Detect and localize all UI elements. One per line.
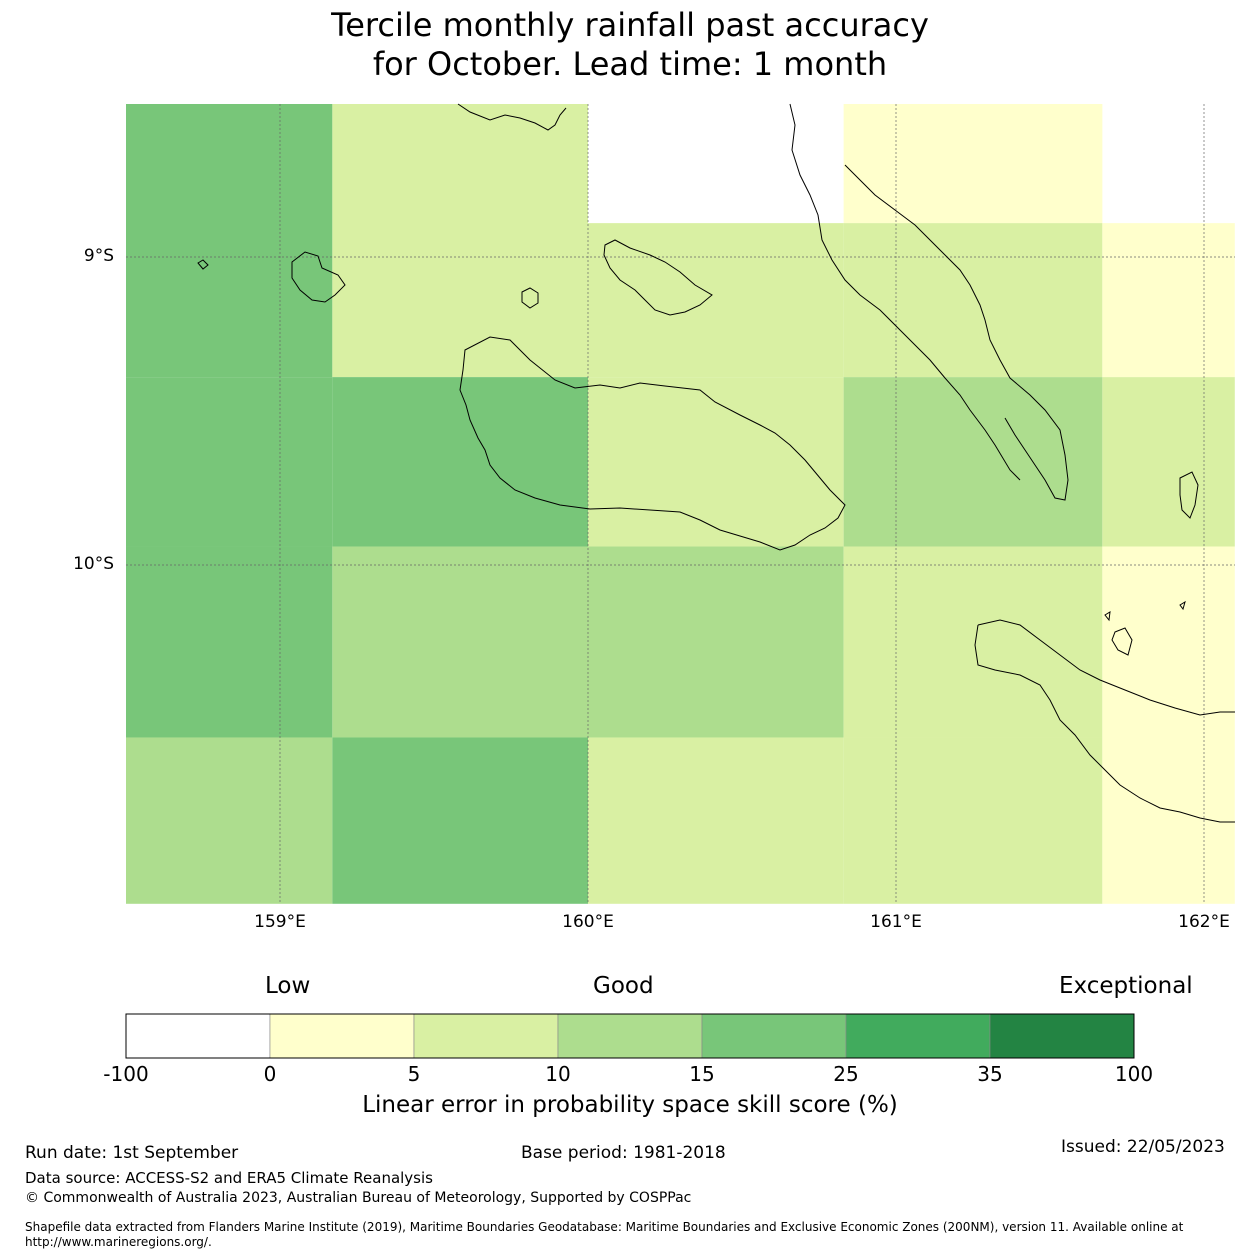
skill-cell-4: [843, 223, 1103, 378]
coastline-ulawa: [1179, 471, 1199, 519]
lon-label-159e: 159°E: [254, 912, 306, 932]
skill-cell-10: [1102, 377, 1235, 547]
coastline-guadalcanal: [459, 336, 846, 551]
skill-grid-cells: [126, 104, 1235, 904]
coastline-santa-ana: [1111, 627, 1133, 656]
shapefile-credit-line-2: http://www.marineregions.org/.: [25, 1235, 212, 1249]
colorbar-tick-5: 25: [833, 1062, 859, 1086]
colorbar-label-exceptional: Exceptional: [1059, 973, 1193, 999]
lon-label-162e: 162°E: [1178, 912, 1230, 932]
data-source: Data source: ACCESS-S2 and ERA5 Climate …: [25, 1169, 433, 1187]
skill-cell-18: [588, 737, 844, 904]
coastline-florida-islands: [603, 239, 713, 316]
lat-label-10s: 10°S: [73, 554, 114, 574]
shapefile-credit-line-1: Shapefile data extracted from Flanders M…: [25, 1220, 1184, 1234]
skill-cell-14: [843, 546, 1103, 738]
colorbar-tick-3: 10: [545, 1062, 571, 1086]
coastline-malaita-south: [789, 103, 1021, 481]
skill-cell-13: [588, 546, 844, 738]
coastline-russell-islands: [291, 251, 346, 303]
skill-cell-15: [1102, 546, 1235, 738]
colorbar-tick-6: 35: [977, 1062, 1003, 1086]
skill-cell-0: [126, 104, 333, 378]
colorbar-tick-4: 15: [689, 1062, 715, 1086]
skill-cell-2: [588, 223, 844, 378]
skill-cell-6: [126, 377, 333, 547]
lat-label-9s: 9°S: [83, 246, 114, 266]
skill-cell-5: [1102, 223, 1235, 378]
coastline-savo: [521, 287, 539, 309]
graticule: [126, 104, 1235, 904]
lon-label-161e: 161°E: [870, 912, 922, 932]
coastline-small-islet-1: [1179, 600, 1186, 611]
coastline-new-georgia-tip: [457, 103, 567, 131]
skill-cell-9: [843, 377, 1103, 547]
skill-cell-19: [843, 737, 1103, 904]
copyright: © Commonwealth of Australia 2023, Austra…: [25, 1190, 692, 1206]
skill-cell-16: [126, 737, 333, 904]
skill-cell-3: [843, 104, 1103, 224]
colorbar-tick-1: 0: [263, 1062, 277, 1086]
skill-cell-1: [332, 104, 588, 378]
coastline-makira: [974, 619, 1235, 823]
colorbar-tick-2: 5: [407, 1062, 421, 1086]
skill-cell-12: [332, 546, 588, 738]
colorbar-label-good: Good: [593, 973, 654, 999]
coastline-malaita-east: [844, 164, 1069, 501]
chart-title-line-2: for October. Lead time: 1 month: [372, 45, 888, 83]
coastlines: [197, 103, 1235, 823]
coastline-small-islet-2: [1104, 611, 1111, 622]
skill-cell-7: [332, 377, 588, 547]
lon-label-160e: 160°E: [562, 912, 614, 932]
colorbar-label-low: Low: [265, 973, 311, 999]
skill-cell-8: [588, 377, 844, 547]
skill-cell-17: [332, 737, 588, 904]
colorbar-title: Linear error in probability space skill …: [362, 1092, 898, 1118]
run-date: Run date: 1st September: [25, 1143, 239, 1163]
colorbar-tick-0: -100: [103, 1062, 149, 1086]
skill-cell-11: [126, 546, 333, 738]
base-period: Base period: 1981-2018: [521, 1143, 726, 1163]
colorbar-tick-7: 100: [1114, 1062, 1154, 1086]
issued-date: Issued: 22/05/2023: [1061, 1137, 1225, 1157]
coastline-small-island-west: [197, 259, 209, 270]
chart-title-line-1: Tercile monthly rainfall past accuracy: [331, 6, 929, 44]
